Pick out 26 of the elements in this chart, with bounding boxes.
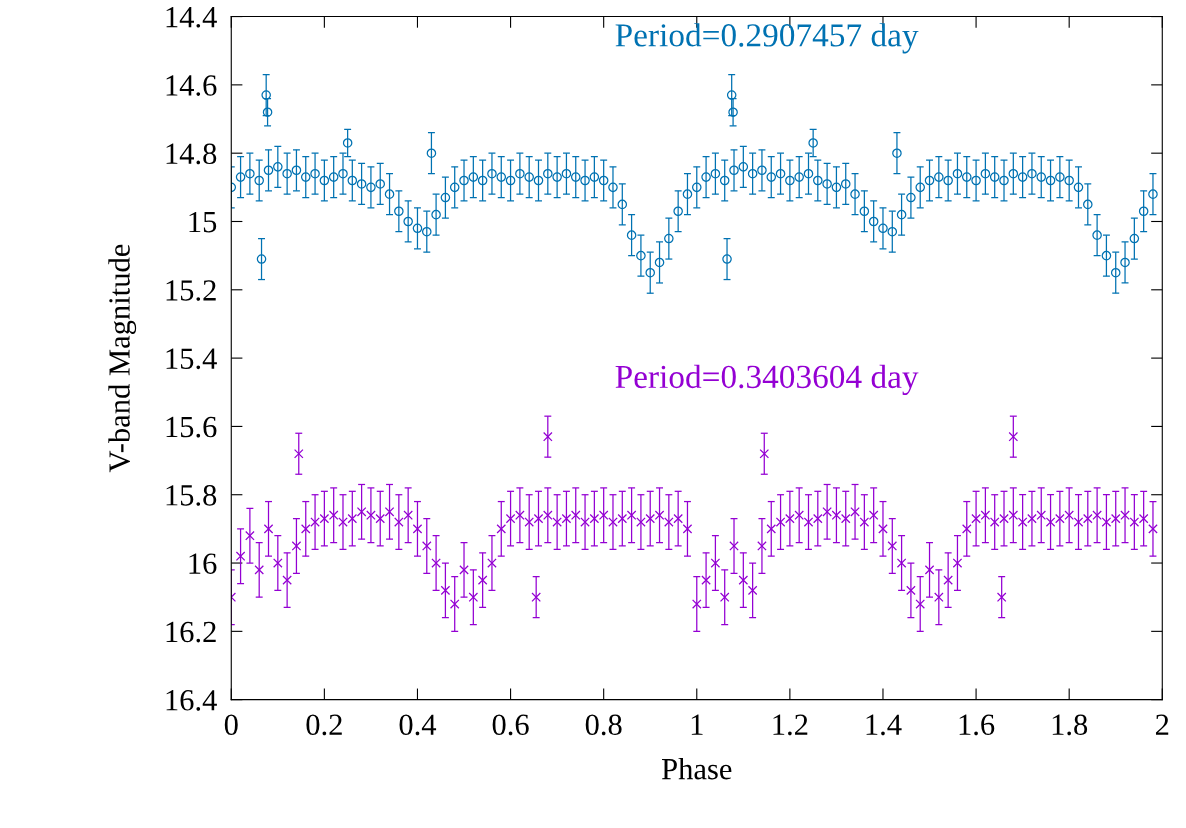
x-tick-label: 1 (691, 714, 703, 735)
x-tick-label: 0.8 (585, 714, 622, 736)
x-tick-label: 1.8 (1052, 714, 1088, 736)
x-tick-label: 0.4 (399, 714, 437, 736)
y-tick-label: 15.2 (166, 280, 216, 301)
x-tick-label: 1.4 (866, 714, 902, 736)
y-tick-label: 14.4 (166, 6, 217, 28)
x-tick-label: 0 (224, 714, 238, 736)
x-tick-label: 1.6 (959, 714, 995, 736)
series-label: Period=0.2907457 day (615, 23, 919, 54)
x-axis-title: Phase (662, 757, 732, 780)
x-tick-label: 1.2 (773, 714, 808, 736)
y-tick-label: 15.6 (166, 416, 217, 438)
y-tick-label: 16.4 (166, 690, 217, 711)
y-tick-label: 16 (189, 553, 217, 574)
x-tick-label: 0.6 (492, 714, 529, 736)
text: Period=0.3403604 day (615, 364, 919, 395)
y-tick-label: 16.2 (166, 621, 216, 643)
y-axis-title: V-band Magnitude (108, 244, 137, 473)
x-tick-label: 0.2 (306, 714, 342, 736)
y-tick-label: 14.6 (166, 75, 217, 96)
y-tick-label: 14.8 (166, 143, 217, 165)
x-tick-label: 2 (1155, 714, 1169, 735)
y-tick-label: 15.4 (166, 348, 217, 370)
y-tick-label: 15.8 (166, 485, 217, 506)
y-tick-label: 15 (189, 211, 217, 233)
